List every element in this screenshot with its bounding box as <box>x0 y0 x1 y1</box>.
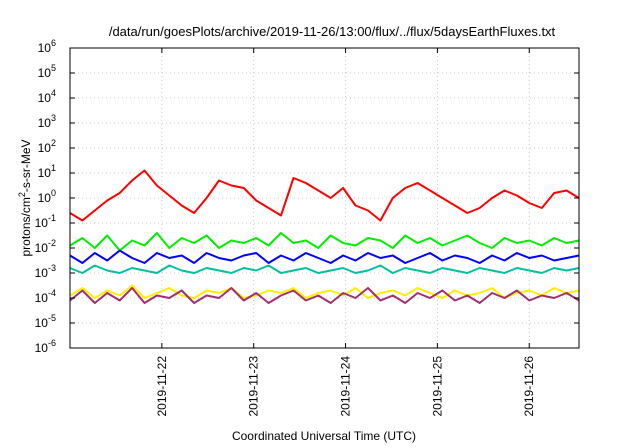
x-axis-label: Coordinated Universal Time (UTC) <box>232 429 416 443</box>
x-tick-label: 2019-11-26 <box>522 356 536 417</box>
y-tick-label: 103 <box>38 113 56 130</box>
y-axis-label-base: protons/cm <box>19 197 33 256</box>
y-axis-label-sup: 2 <box>17 192 27 197</box>
y-tick-label: 105 <box>38 63 56 80</box>
series-line-4 <box>69 264 580 274</box>
y-ticks: 106 105 104 103 102 101 100 10-1 10-2 10-3 10-4 10-… <box>35 38 579 355</box>
y-tick-label: 10-6 <box>35 338 56 355</box>
y-axis-label-rest: -s-sr-MeV <box>19 139 33 192</box>
x-tick-label: 2019-11-22 <box>155 356 169 417</box>
y-tick-label: 106 <box>38 38 56 55</box>
y-tick-label: 10-5 <box>35 313 56 330</box>
y-tick-label: 10-2 <box>35 238 56 255</box>
x-tick-label: 2019-11-25 <box>430 356 444 417</box>
series-line-2 <box>69 232 580 252</box>
series-line-6 <box>69 287 580 304</box>
series-lines <box>69 169 580 304</box>
y-tick-label: 102 <box>38 138 56 155</box>
chart-title: /data/run/goesPlots/archive/2019-11-26/1… <box>109 24 556 39</box>
y-tick-label: 10-1 <box>35 213 56 230</box>
y-tick-label: 101 <box>38 163 56 180</box>
y-tick-label: 10-4 <box>35 288 56 305</box>
series-line-3 <box>69 249 580 264</box>
x-ticks: 2019-11-22 2019-11-23 2019-11-24 2019-11-25… <box>155 48 536 417</box>
series-line-1 <box>69 169 580 222</box>
x-tick-label: 2019-11-23 <box>247 356 261 417</box>
y-tick-label: 10-3 <box>35 263 56 280</box>
y-tick-label: 104 <box>38 88 56 105</box>
y-axis-label: protons/cm2-s-sr-MeV <box>17 139 33 256</box>
plot-frame <box>69 47 580 349</box>
y-tick-label: 100 <box>38 188 56 205</box>
series-line-5 <box>69 284 580 299</box>
x-tick-label: 2019-11-24 <box>339 356 353 417</box>
